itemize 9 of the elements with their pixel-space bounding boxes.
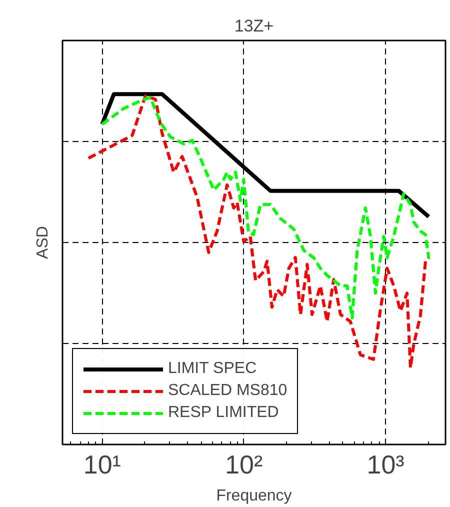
legend-label: SCALED MS810 [168, 382, 288, 400]
x-tick-label: 10³ [366, 450, 405, 480]
x-tick-label: 10² [225, 450, 263, 480]
x-axis-title: Frequency [216, 488, 292, 504]
chart-title: 13Z+ [234, 16, 274, 36]
legend-label: LIMIT SPEC [168, 360, 257, 378]
legend-label: RESP LIMITED [168, 404, 279, 422]
y-axis-title: ASD [34, 226, 52, 259]
x-tick-label: 10¹ [83, 450, 122, 480]
